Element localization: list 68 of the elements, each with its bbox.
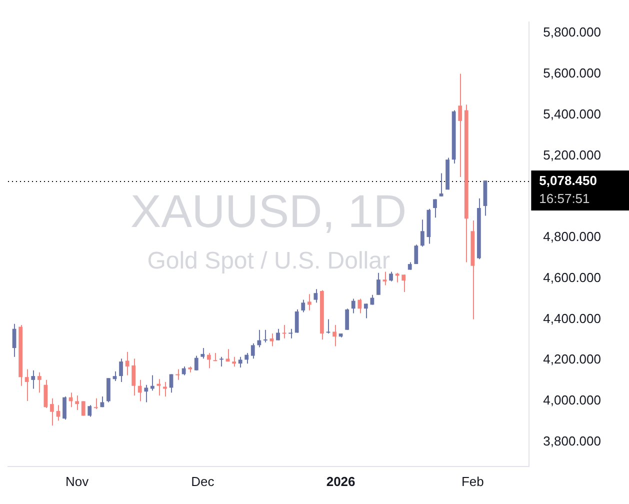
candlestick — [119, 358, 123, 382]
y-tick-label: 4,800.000 — [543, 229, 602, 244]
candlestick — [376, 272, 380, 296]
candlestick — [24, 368, 29, 402]
candlestick — [358, 298, 362, 314]
candlestick — [163, 381, 167, 397]
x-tick-label: Feb — [461, 474, 484, 489]
candlestick — [382, 271, 387, 286]
candlestick — [364, 303, 368, 319]
candlestick — [75, 394, 80, 410]
y-tick-label: 4,200.000 — [543, 352, 602, 367]
candlestick — [402, 274, 406, 293]
candlestick — [332, 324, 336, 347]
candlestick — [345, 308, 350, 330]
y-tick-label: 5,400.000 — [543, 106, 602, 122]
candlestick — [395, 272, 400, 283]
candlestick — [439, 172, 444, 197]
x-tick-label: Nov — [66, 474, 90, 489]
candlestick — [226, 348, 230, 362]
candlestick — [200, 348, 205, 360]
y-tick-label: 4,000.000 — [543, 392, 602, 408]
candlestick — [414, 244, 418, 265]
x-tick-label: 2026 — [326, 474, 356, 489]
candlestick — [263, 329, 268, 343]
y-tick-label: 5,800.000 — [543, 24, 602, 40]
candlestick — [206, 352, 211, 369]
y-tick-label: 3,800.000 — [543, 433, 602, 448]
candlestick — [132, 358, 136, 396]
candlestick — [138, 379, 142, 402]
x-tick-label: Dec — [191, 474, 215, 489]
candlestick — [433, 198, 437, 218]
candlestick — [169, 374, 174, 394]
candlestick — [88, 404, 92, 418]
candlestick — [44, 379, 48, 408]
y-tick-label: 5,600.000 — [543, 66, 602, 81]
candlestick — [106, 378, 110, 403]
candlestick — [94, 398, 98, 410]
candlestick — [144, 384, 148, 403]
candlestick — [250, 342, 255, 360]
candlestick — [62, 396, 66, 420]
y-tick-label: 4,600.000 — [543, 270, 602, 285]
candlestick — [257, 329, 262, 348]
y-tick-label: 5,200.000 — [543, 147, 602, 162]
text: 16:57:51 — [539, 191, 590, 206]
candlestick — [50, 398, 54, 426]
ref-line-label: 5,078.450 — [539, 173, 598, 188]
candlestick — [276, 328, 280, 341]
candlestick — [31, 370, 36, 390]
candlestick — [294, 308, 299, 334]
candlestick — [244, 352, 249, 364]
candlestick — [389, 271, 393, 282]
y-tick-label: 4,400.000 — [543, 310, 602, 326]
candlestick — [194, 355, 198, 371]
candlestick — [288, 328, 293, 339]
candlestick — [301, 299, 306, 313]
candlestick — [420, 219, 424, 248]
candlestick — [125, 351, 130, 376]
candlestick — [458, 73, 462, 178]
candlestick — [270, 333, 274, 347]
candlestick — [232, 356, 236, 367]
candlestick — [37, 372, 42, 394]
candlestick — [220, 356, 224, 367]
candlestick — [307, 294, 312, 311]
candlestick — [81, 400, 86, 416]
candlestick — [314, 288, 318, 304]
candlestick — [176, 368, 180, 380]
candlestick — [351, 298, 356, 314]
candlestick — [238, 356, 242, 368]
